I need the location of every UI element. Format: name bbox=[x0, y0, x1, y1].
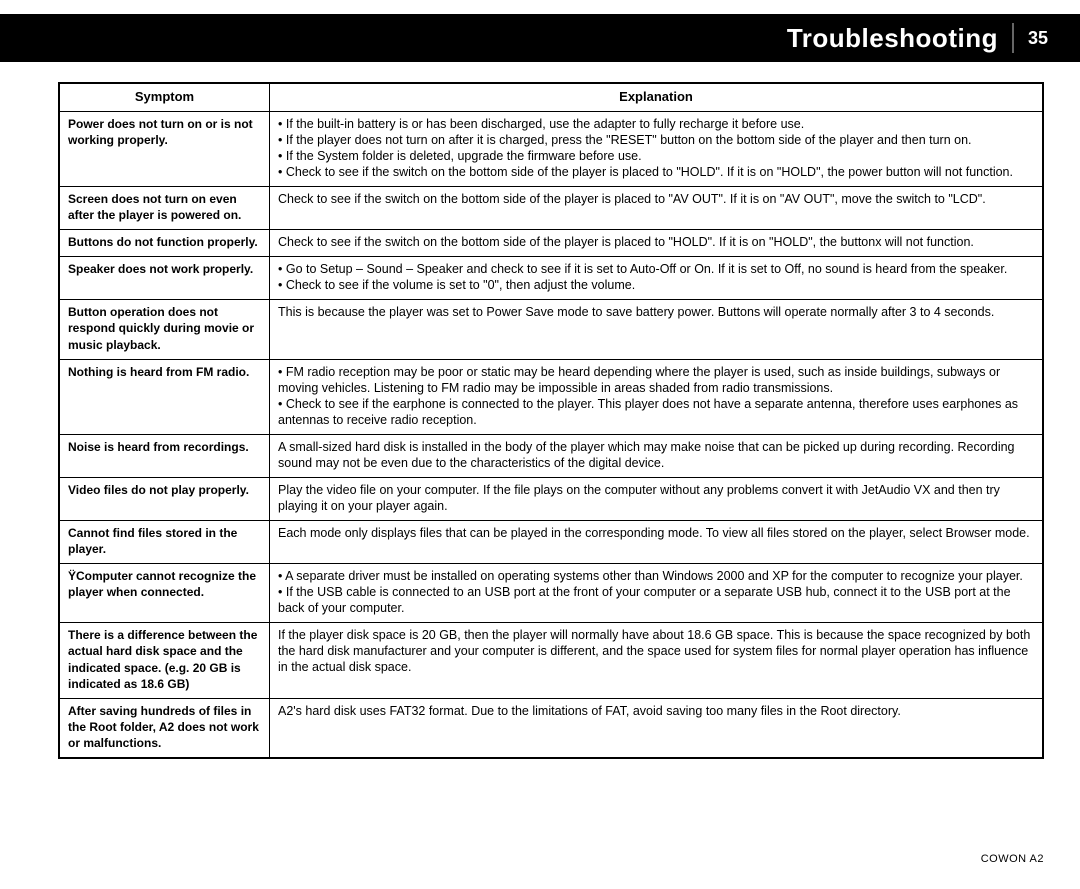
table-header-row: Symptom Explanation bbox=[60, 84, 1043, 112]
explanation-cell: This is because the player was set to Po… bbox=[270, 300, 1043, 360]
table-body: Power does not turn on or is not working… bbox=[60, 111, 1043, 758]
symptom-cell: Nothing is heard from FM radio. bbox=[60, 359, 270, 434]
table-row: ŸComputer cannot recognize the player wh… bbox=[60, 564, 1043, 623]
col-header-symptom: Symptom bbox=[60, 84, 270, 112]
symptom-cell: Noise is heard from recordings. bbox=[60, 434, 270, 477]
symptom-cell: Cannot find files stored in the player. bbox=[60, 520, 270, 563]
symptom-cell: Button operation does not respond quickl… bbox=[60, 300, 270, 360]
page: Troubleshooting 35 Symptom Explanation P… bbox=[0, 0, 1080, 889]
page-title: Troubleshooting bbox=[787, 23, 998, 54]
explanation-cell: Each mode only displays files that can b… bbox=[270, 520, 1043, 563]
explanation-cell: • A separate driver must be installed on… bbox=[270, 564, 1043, 623]
symptom-cell: ŸComputer cannot recognize the player wh… bbox=[60, 564, 270, 623]
explanation-cell: Check to see if the switch on the bottom… bbox=[270, 186, 1043, 229]
troubleshooting-table-wrap: Symptom Explanation Power does not turn … bbox=[58, 82, 1044, 759]
table-row: Speaker does not work properly.• Go to S… bbox=[60, 257, 1043, 300]
table-row: Noise is heard from recordings.A small-s… bbox=[60, 434, 1043, 477]
page-number: 35 bbox=[1028, 28, 1048, 49]
header-bar: Troubleshooting 35 bbox=[0, 14, 1080, 62]
explanation-cell: If the player disk space is 20 GB, then … bbox=[270, 623, 1043, 699]
explanation-cell: Play the video file on your computer. If… bbox=[270, 477, 1043, 520]
explanation-cell: A small-sized hard disk is installed in … bbox=[270, 434, 1043, 477]
table-row: Video files do not play properly.Play th… bbox=[60, 477, 1043, 520]
explanation-cell: • If the built-in battery is or has been… bbox=[270, 111, 1043, 186]
symptom-cell: There is a difference between the actual… bbox=[60, 623, 270, 699]
table-row: Button operation does not respond quickl… bbox=[60, 300, 1043, 360]
symptom-cell: After saving hundreds of files in the Ro… bbox=[60, 698, 270, 758]
troubleshooting-table: Symptom Explanation Power does not turn … bbox=[59, 83, 1043, 758]
explanation-cell: Check to see if the switch on the bottom… bbox=[270, 230, 1043, 257]
symptom-cell: Video files do not play properly. bbox=[60, 477, 270, 520]
symptom-cell: Power does not turn on or is not working… bbox=[60, 111, 270, 186]
table-row: Power does not turn on or is not working… bbox=[60, 111, 1043, 186]
footer-product: COWON A2 bbox=[981, 853, 1044, 865]
table-row: There is a difference between the actual… bbox=[60, 623, 1043, 699]
symptom-cell: Screen does not turn on even after the p… bbox=[60, 186, 270, 229]
col-header-explanation: Explanation bbox=[270, 84, 1043, 112]
explanation-cell: A2's hard disk uses FAT32 format. Due to… bbox=[270, 698, 1043, 758]
table-row: After saving hundreds of files in the Ro… bbox=[60, 698, 1043, 758]
table-row: Cannot find files stored in the player.E… bbox=[60, 520, 1043, 563]
explanation-cell: • Go to Setup – Sound – Speaker and chec… bbox=[270, 257, 1043, 300]
table-row: Screen does not turn on even after the p… bbox=[60, 186, 1043, 229]
symptom-cell: Speaker does not work properly. bbox=[60, 257, 270, 300]
table-row: Nothing is heard from FM radio.• FM radi… bbox=[60, 359, 1043, 434]
symptom-cell: Buttons do not function properly. bbox=[60, 230, 270, 257]
table-row: Buttons do not function properly.Check t… bbox=[60, 230, 1043, 257]
header-divider bbox=[1012, 23, 1014, 53]
explanation-cell: • FM radio reception may be poor or stat… bbox=[270, 359, 1043, 434]
